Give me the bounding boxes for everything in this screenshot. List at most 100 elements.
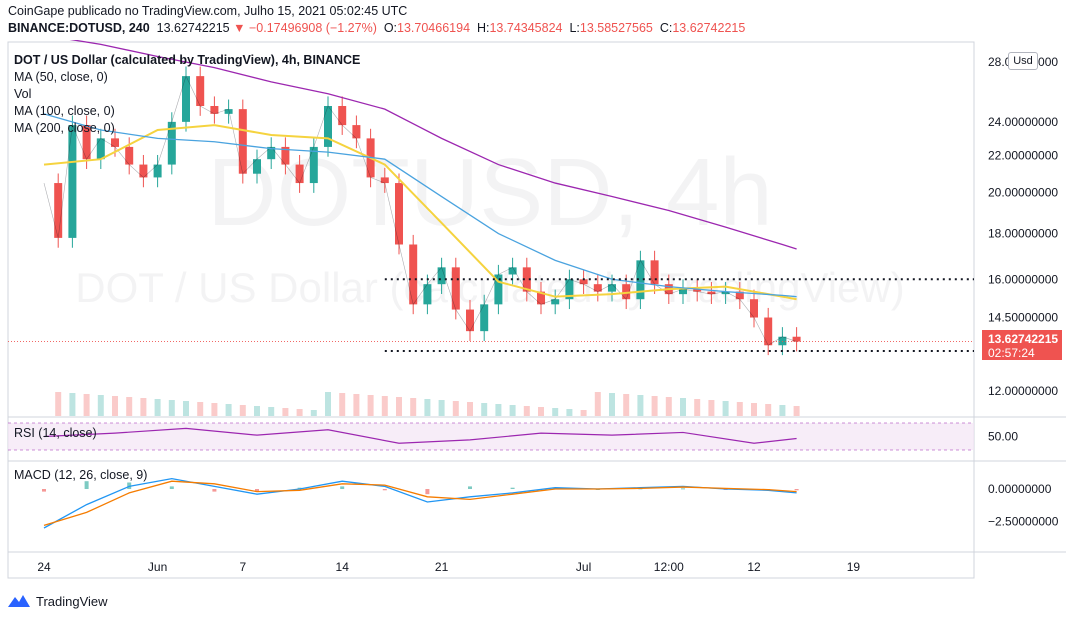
- volume-bar: [112, 396, 118, 416]
- candle-body: [224, 109, 233, 114]
- volume-bar: [168, 400, 175, 416]
- candle-body: [735, 291, 744, 300]
- volume-bar: [154, 399, 161, 416]
- open-value: 13.70466194: [397, 21, 471, 35]
- candle-body: [139, 164, 148, 178]
- price-candles: [54, 66, 801, 356]
- candle-body: [380, 177, 389, 184]
- macd-histogram-bar: [681, 488, 685, 490]
- volume-bar: [552, 408, 559, 416]
- candle-body: [551, 299, 560, 305]
- macd-histogram-bar: [340, 486, 345, 489]
- candle-body: [693, 289, 702, 292]
- volume-bar: [282, 408, 289, 416]
- symbol-ohlc-line: BINANCE:DOTUSD, 240 13.62742215 ▼ −0.174…: [8, 21, 745, 35]
- volume-bar: [367, 395, 374, 416]
- macd-tick-label: −2.50000000: [988, 515, 1059, 529]
- volume-bar: [594, 392, 601, 416]
- volume-bar: [651, 396, 658, 416]
- macd-line: [43, 477, 797, 529]
- price-chart[interactable]: DOTUSD, 4h DOT / US Dollar (calculated b…: [0, 40, 1073, 586]
- rsi-pane: 50.00: [43, 427, 1018, 444]
- currency-button[interactable]: Usd: [1008, 52, 1038, 70]
- candle-body: [196, 76, 205, 107]
- high-value: 13.74345824: [489, 21, 563, 35]
- volume-bar: [495, 404, 502, 416]
- candle-body: [636, 260, 645, 300]
- close-value: 13.62742215: [672, 21, 746, 35]
- candle-body: [54, 183, 63, 238]
- candle-body: [537, 291, 545, 305]
- candle-body: [466, 309, 474, 332]
- candle-body: [679, 289, 687, 295]
- candle-body: [437, 267, 446, 285]
- candle-body: [593, 284, 602, 292]
- rsi-tick-label: 50.00: [988, 430, 1018, 444]
- macd-label[interactable]: MACD (12, 26, close, 9): [14, 468, 148, 482]
- time-tick-label: Jul: [576, 560, 591, 574]
- candle-body: [153, 164, 162, 178]
- volume-bar: [424, 399, 431, 416]
- footer-brand[interactable]: TradingView: [36, 593, 108, 609]
- candle-body: [167, 121, 176, 165]
- macd-histogram-bar: [255, 489, 259, 492]
- volume-bar: [722, 401, 729, 416]
- watermark-name: DOT / US Dollar (calculated by TradingVi…: [75, 264, 904, 311]
- tradingview-logo-icon: [8, 595, 30, 607]
- candle-body: [338, 106, 347, 126]
- macd-histogram-bar: [382, 489, 387, 491]
- volume-bar: [254, 406, 260, 416]
- time-tick-label: 12:00: [654, 560, 684, 574]
- candle-body: [480, 304, 489, 332]
- macd-pane: 0.00000000 −2.50000000: [42, 477, 1059, 529]
- time-tick-label: 24: [37, 560, 51, 574]
- volume-bar: [381, 396, 388, 416]
- volume-bar: [566, 409, 573, 416]
- price-change: −0.17496908 (−1.27%): [248, 21, 377, 35]
- legend-vol[interactable]: Vol: [14, 87, 32, 101]
- legend-ma50[interactable]: MA (50, close, 0): [14, 70, 108, 84]
- volume-bar: [97, 395, 104, 416]
- high-label: H:: [476, 21, 490, 35]
- publisher-line: CoinGape publicado no TradingView.com, J…: [8, 4, 408, 18]
- candle-body: [253, 159, 261, 174]
- volume-bar: [225, 404, 232, 416]
- candle-body: [210, 106, 219, 114]
- close-label: C:: [659, 21, 673, 35]
- rsi-label[interactable]: RSI (14, close): [14, 426, 97, 440]
- legend-ma200[interactable]: MA (200, close, 0): [14, 121, 115, 135]
- candle-body: [267, 146, 276, 160]
- candle-body: [281, 146, 290, 165]
- volume-bar: [296, 409, 303, 416]
- macd-histogram-bar: [42, 489, 46, 492]
- volume-bar: [708, 400, 715, 416]
- macd-histogram-bar: [794, 489, 799, 491]
- volume-bar: [523, 406, 530, 416]
- candle-body: [778, 336, 787, 346]
- price-tick-label: 20.00000000: [988, 186, 1058, 200]
- volume-bar: [623, 394, 630, 416]
- volume-bar: [410, 398, 417, 416]
- volume-bar: [452, 401, 459, 416]
- volume-bar: [83, 394, 90, 416]
- price-axis[interactable]: 28.0000000024.0000000022.0000000020.0000…: [988, 55, 1058, 398]
- candle-body: [96, 138, 105, 160]
- last-price: 13.62742215: [156, 21, 230, 35]
- candle-body: [650, 260, 659, 285]
- time-tick-label: 12: [747, 560, 761, 574]
- low-label: L:: [569, 21, 580, 35]
- candle-body: [750, 299, 758, 318]
- chart-header: CoinGape publicado no TradingView.com, J…: [0, 0, 1073, 40]
- volume-bar: [538, 407, 544, 416]
- legend-ma100[interactable]: MA (100, close, 0): [14, 104, 115, 118]
- price-tick-label: 24.00000000: [988, 115, 1058, 129]
- candle-body: [182, 76, 190, 122]
- macd-tick-label: 0.00000000: [988, 482, 1052, 496]
- volume-bar: [765, 404, 772, 416]
- candle-body: [508, 267, 517, 275]
- volume-bar: [481, 403, 488, 416]
- candle-body: [324, 106, 332, 147]
- time-axis[interactable]: 24 Jun 7 14 21 Jul 12:00 12 19: [37, 560, 860, 574]
- rsi-line: [43, 427, 797, 444]
- footer: TradingView: [8, 590, 108, 612]
